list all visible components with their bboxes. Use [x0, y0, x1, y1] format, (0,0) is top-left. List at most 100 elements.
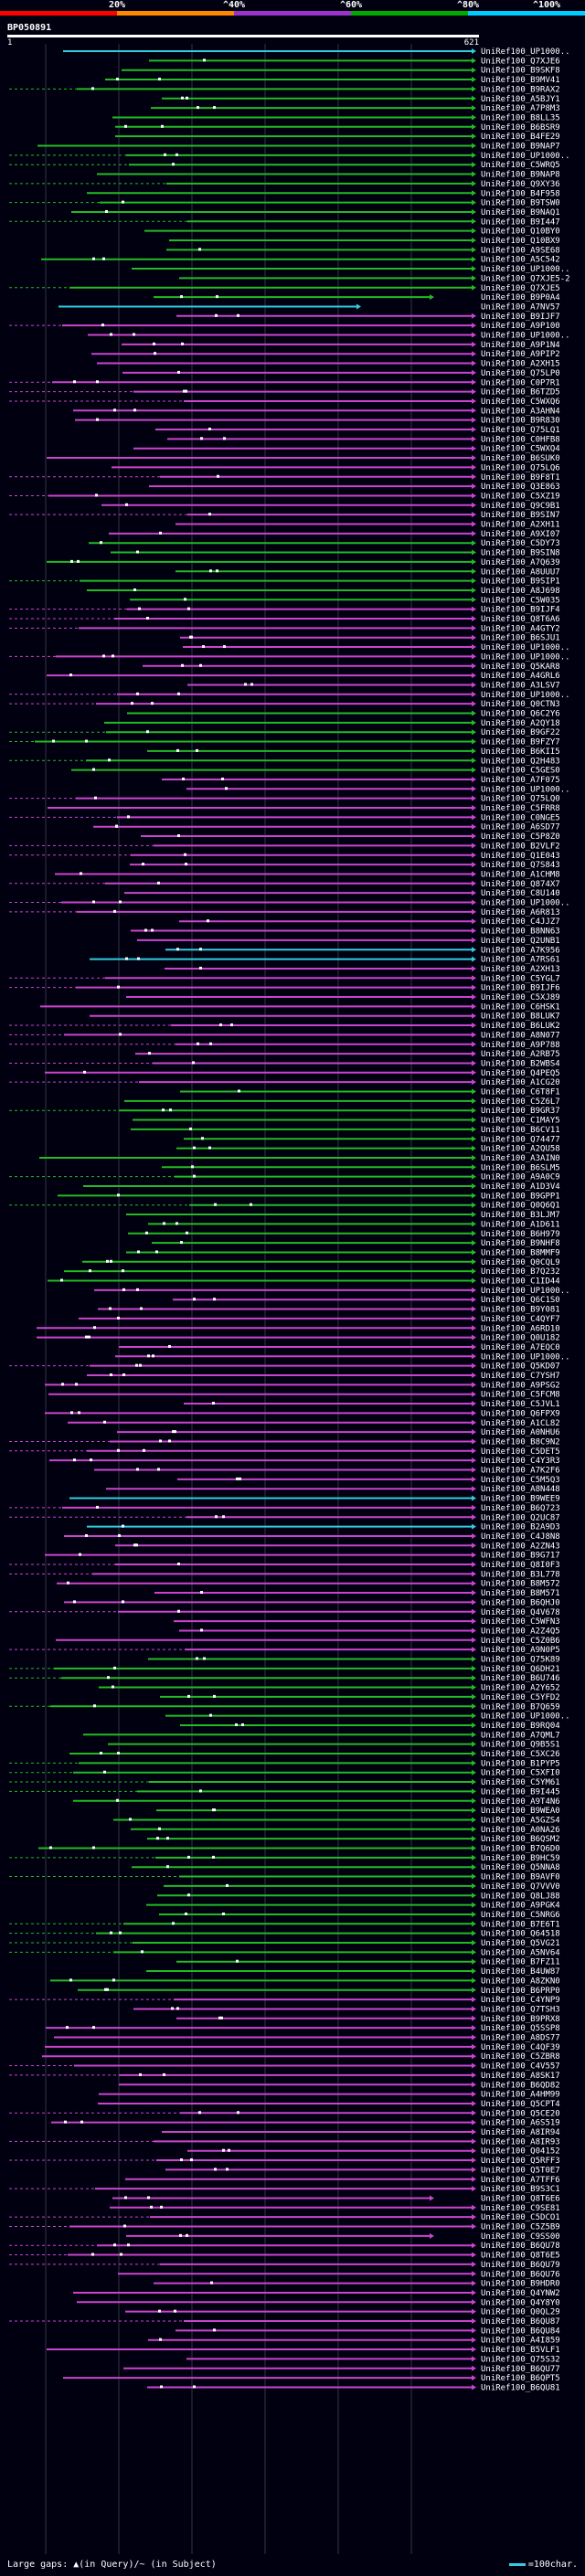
hit-label[interactable]: UniRef100_B9RQ04	[481, 1722, 560, 1731]
hit-row[interactable]: UniRef100_A9A0C9	[9, 1173, 560, 1182]
hit-row[interactable]: UniRef100_A8J698	[87, 587, 560, 596]
hit-label[interactable]: UniRef100_Q5VG21	[481, 1939, 560, 1948]
hit-label[interactable]: UniRef100_B6QU78	[481, 2242, 560, 2251]
hit-row[interactable]: UniRef100_A2Z4Q5	[179, 1627, 560, 1636]
hit-label[interactable]: UniRef100_Q6C2Y6	[481, 710, 560, 719]
hit-row[interactable]: UniRef100_B6U746	[9, 1674, 560, 1683]
hit-label[interactable]: UniRef100_B1PYP5	[481, 1759, 560, 1768]
hit-label[interactable]: UniRef100_C4J8N8	[481, 1532, 560, 1542]
hit-row[interactable]: UniRef100_A9P1N4	[122, 341, 560, 350]
hit-row[interactable]: UniRef100_B3LJM7	[126, 1211, 560, 1220]
hit-row[interactable]: UniRef100_B9IJF7	[176, 313, 560, 322]
hit-label[interactable]: UniRef100_Q6C1S0	[481, 1296, 560, 1305]
hit-row[interactable]: UniRef100_A8DS77	[54, 2034, 560, 2043]
hit-row[interactable]: UniRef100_B9IJF6	[9, 984, 560, 993]
hit-row[interactable]: UniRef100_C5W035	[130, 596, 560, 605]
hit-label[interactable]: UniRef100_C5XFI0	[481, 1769, 560, 1778]
hit-label[interactable]: UniRef100_Q0U182	[481, 1334, 560, 1343]
hit-row[interactable]: UniRef100_Q6DH21	[9, 1665, 560, 1674]
hit-label[interactable]: UniRef100_B8MMF9	[481, 1248, 560, 1257]
hit-label[interactable]: UniRef100_B9PRX8	[481, 2015, 560, 2024]
hit-label[interactable]: UniRef100_Q0QL29	[481, 2308, 560, 2317]
hit-label[interactable]: UniRef100_UP1000..	[481, 48, 570, 57]
hit-label[interactable]: UniRef100_B5VLF1	[481, 2346, 560, 2355]
hit-label[interactable]: UniRef100_A1CG20	[481, 1078, 560, 1087]
hit-label[interactable]: UniRef100_A7F075	[481, 776, 560, 785]
hit-label[interactable]: UniRef100_A4GTY2	[481, 624, 560, 633]
hit-row[interactable]: UniRef100_C5WFN3	[174, 1617, 560, 1627]
hit-row[interactable]: UniRef100_B6Q723	[9, 1504, 560, 1513]
hit-row[interactable]: UniRef100_Q8LJ88	[157, 1892, 560, 1901]
hit-row[interactable]: UniRef100_B9WEA0	[156, 1807, 560, 1816]
hit-label[interactable]: UniRef100_B7FZ11	[481, 1958, 560, 1967]
hit-row[interactable]: UniRef100_C0P7R1	[9, 378, 560, 387]
hit-label[interactable]: UniRef100_A8IR93	[481, 2137, 560, 2147]
hit-label[interactable]: UniRef100_UP1000..	[481, 152, 570, 161]
hit-row[interactable]: UniRef100_Q0Q6Q1	[9, 1202, 560, 1211]
hit-label[interactable]: UniRef100_C6HSK1	[481, 1002, 560, 1012]
hit-row[interactable]: UniRef100_B9G717	[45, 1552, 560, 1561]
hit-label[interactable]: UniRef100_A7TFF6	[481, 2176, 560, 2185]
hit-label[interactable]: UniRef100_B6QU79	[481, 2261, 560, 2270]
hit-row[interactable]: UniRef100_B7Q659	[9, 1702, 560, 1712]
hit-label[interactable]: UniRef100_Q8I0F3	[481, 1561, 560, 1570]
hit-row[interactable]: UniRef100_Q3E863	[149, 482, 560, 492]
hit-row[interactable]: UniRef100_C5GES0	[71, 767, 560, 776]
hit-label[interactable]: UniRef100_UP1000..	[481, 652, 570, 662]
hit-row[interactable]: UniRef100_B7FZ11	[176, 1958, 560, 1967]
hit-label[interactable]: UniRef100_C1MAY5	[481, 1117, 560, 1126]
hit-label[interactable]: UniRef100_B9SIP1	[481, 578, 560, 587]
hit-label[interactable]: UniRef100_B6LUK2	[481, 1022, 560, 1031]
hit-label[interactable]: UniRef100_Q8LJ88	[481, 1892, 560, 1901]
hit-label[interactable]: UniRef100_Q8T6E5	[481, 2252, 560, 2261]
hit-row[interactable]: UniRef100_Q0CTN3	[9, 700, 560, 709]
hit-row[interactable]: UniRef100_B6QU76	[118, 2270, 560, 2279]
hit-row[interactable]: UniRef100_B8M572	[57, 1580, 560, 1589]
hit-row[interactable]: UniRef100_A5GZS4	[113, 1816, 560, 1825]
hit-label[interactable]: UniRef100_B6SLM5	[481, 1163, 560, 1172]
hit-label[interactable]: UniRef100_C6T8F1	[481, 1088, 560, 1097]
hit-label[interactable]: UniRef100_A7QML7	[481, 1731, 560, 1740]
hit-label[interactable]: UniRef100_C0P7R1	[481, 378, 560, 387]
hit-row[interactable]: UniRef100_C6HSK1	[40, 1002, 560, 1012]
hit-row[interactable]: UniRef100_B6TZD5	[9, 388, 560, 398]
hit-row[interactable]: UniRef100_B6LUK2	[9, 1022, 560, 1031]
hit-label[interactable]: UniRef100_B9S3C1	[481, 2185, 560, 2194]
hit-row[interactable]: UniRef100_B9IJF4	[9, 606, 560, 615]
hit-label[interactable]: UniRef100_C5DCO1	[481, 2213, 560, 2222]
hit-row[interactable]: UniRef100_UP1000..	[183, 643, 570, 652]
hit-row[interactable]: UniRef100_B6QU78	[9, 2242, 560, 2251]
hit-label[interactable]: UniRef100_B9F8T1	[481, 473, 560, 482]
hit-label[interactable]: UniRef100_C5YFD2	[481, 1693, 560, 1702]
hit-row[interactable]: UniRef100_C5YM61	[9, 1778, 560, 1787]
hit-row[interactable]: UniRef100_A7TFF6	[125, 2176, 560, 2185]
hit-label[interactable]: UniRef100_C5W035	[481, 596, 560, 605]
hit-row[interactable]: UniRef100_C8U140	[124, 889, 560, 898]
hit-row[interactable]: UniRef100_B6QU81	[147, 2383, 560, 2392]
hit-row[interactable]: UniRef100_A7EQC0	[119, 1343, 560, 1352]
hit-row[interactable]: UniRef100_C5DET5	[9, 1447, 560, 1457]
hit-row[interactable]: UniRef100_A9XI07	[109, 530, 560, 539]
hit-label[interactable]: UniRef100_B6KII5	[481, 747, 560, 757]
hit-label[interactable]: UniRef100_C5YM61	[481, 1778, 560, 1787]
hit-label[interactable]: UniRef100_Q5KAR8	[481, 663, 560, 672]
hit-row[interactable]: UniRef100_A9PGK4	[146, 1902, 560, 1911]
hit-row[interactable]: UniRef100_A7K956	[165, 946, 560, 955]
hit-row[interactable]: UniRef100_B8MMF9	[126, 1248, 560, 1257]
hit-row[interactable]: UniRef100_Q6FPX9	[45, 1409, 560, 1418]
hit-row[interactable]: UniRef100_Q75K89	[148, 1656, 560, 1665]
hit-row[interactable]: UniRef100_Q5KAR8	[143, 663, 560, 672]
hit-row[interactable]: UniRef100_B6QU84	[176, 2327, 560, 2336]
hit-row[interactable]: UniRef100_C4QYF7	[79, 1315, 560, 1324]
hit-row[interactable]: UniRef100_C5XC26	[69, 1750, 560, 1759]
hit-label[interactable]: UniRef100_Q0Q6Q1	[481, 1202, 560, 1211]
hit-row[interactable]: UniRef100_B6QU87	[9, 2317, 560, 2327]
hit-row[interactable]: UniRef100_Q1E043	[9, 852, 560, 861]
hit-label[interactable]: UniRef100_C0NGE5	[481, 813, 560, 822]
hit-row[interactable]: UniRef100_Q5SSP8	[46, 2024, 560, 2033]
hit-row[interactable]: UniRef100_B9SIP1	[9, 578, 560, 587]
hit-row[interactable]: UniRef100_A7P8M3	[151, 104, 560, 113]
hit-label[interactable]: UniRef100_B6BSR9	[481, 123, 560, 133]
hit-row[interactable]: UniRef100_A1CL82	[68, 1419, 560, 1428]
hit-row[interactable]: UniRef100_A2QU58	[176, 1145, 560, 1154]
